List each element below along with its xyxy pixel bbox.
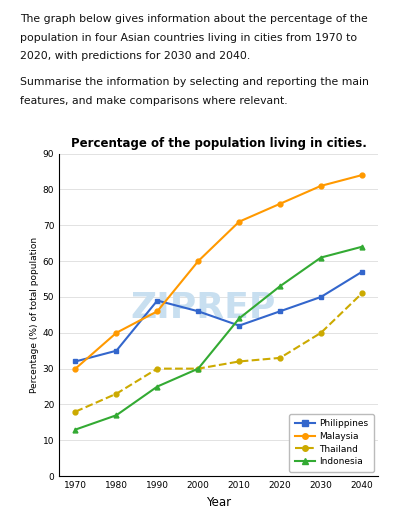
- Text: Summarise the information by selecting and reporting the main: Summarise the information by selecting a…: [20, 77, 368, 88]
- Text: 2020, with predictions for 2030 and 2040.: 2020, with predictions for 2030 and 2040…: [20, 51, 250, 61]
- Text: ZIPREP: ZIPREP: [130, 291, 275, 326]
- X-axis label: Year: Year: [206, 496, 231, 508]
- Text: population in four Asian countries living in cities from 1970 to: population in four Asian countries livin…: [20, 33, 357, 42]
- Title: Percentage of the population living in cities.: Percentage of the population living in c…: [71, 137, 366, 150]
- Text: features, and make comparisons where relevant.: features, and make comparisons where rel…: [20, 96, 287, 106]
- Y-axis label: Percentage (%) of total population: Percentage (%) of total population: [30, 237, 39, 393]
- Legend: Philippines, Malaysia, Thailand, Indonesia: Philippines, Malaysia, Thailand, Indones…: [289, 414, 374, 472]
- Text: The graph below gives information about the percentage of the: The graph below gives information about …: [20, 14, 368, 24]
